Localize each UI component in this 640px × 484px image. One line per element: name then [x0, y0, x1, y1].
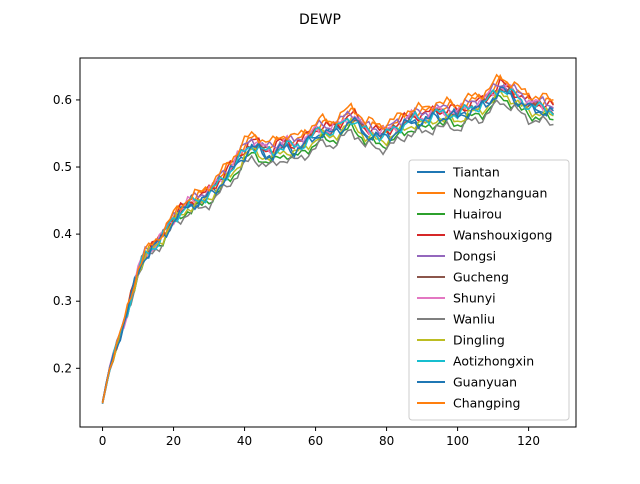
y-axis: 0.2 0.3 0.4 0.5 0.6 [53, 93, 80, 375]
legend-box [408, 159, 570, 421]
y-tick-label: 0.3 [53, 294, 72, 308]
y-tick-label: 0.5 [53, 160, 72, 174]
x-axis: 0 20 40 60 80 100 120 [99, 427, 540, 448]
legend-label: Wanliu [453, 312, 495, 327]
series-line-wanshouxigong [101, 77, 555, 402]
y-tick-label: 0.4 [53, 227, 72, 241]
legend-label: Huairou [453, 207, 502, 222]
axes-frame [79, 57, 577, 428]
series-line-dingling [101, 89, 554, 403]
x-tick-label: 60 [308, 434, 323, 448]
y-tick-label: 0.6 [53, 93, 72, 107]
series-line-changping [101, 73, 554, 404]
x-tick-label: 120 [517, 434, 540, 448]
series-line-aotizhongxin [101, 87, 555, 404]
chart-title: DEWP [299, 12, 341, 28]
legend-label: Gucheng [453, 270, 509, 285]
series-line-guanyuan [101, 86, 554, 403]
x-tick-label: 40 [237, 434, 252, 448]
legend-label: Dongsi [453, 249, 496, 264]
legend-label: Changping [453, 396, 520, 411]
legend-label: Wanshouxigong [453, 228, 552, 243]
x-tick-label: 0 [99, 434, 107, 448]
legend-label: Aotizhongxin [453, 354, 534, 369]
x-tick-label: 20 [166, 434, 181, 448]
x-tick-label: 80 [379, 434, 394, 448]
legend-label: Dingling [453, 333, 505, 348]
legend: Tiantan Nongzhanguan Huairou Wanshouxigong D… [408, 159, 570, 421]
legend-label: Shunyi [453, 291, 496, 306]
legend-label: Tiantan [452, 165, 500, 180]
y-tick-label: 0.2 [53, 361, 72, 375]
x-tick-label: 100 [446, 434, 469, 448]
legend-label: Guanyuan [453, 375, 517, 390]
legend-label: Nongzhanguan [453, 186, 547, 201]
series-layer [101, 73, 555, 405]
